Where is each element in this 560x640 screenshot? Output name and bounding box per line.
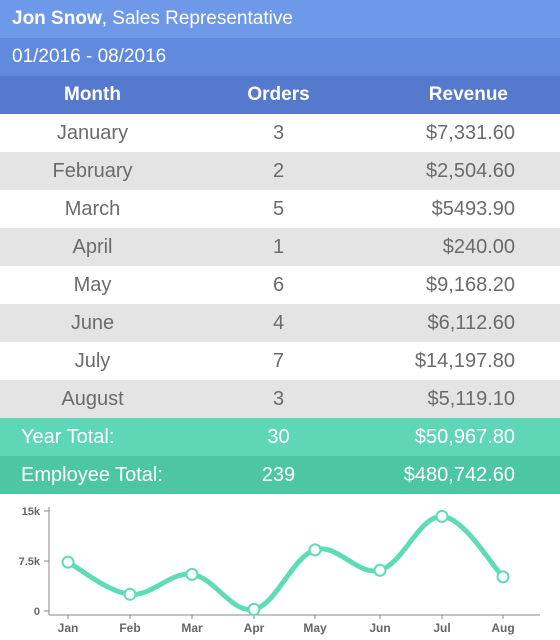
y-tick-label: 0: [34, 606, 40, 618]
table-body: January 3 $7,331.60 February 2 $2,504.60…: [0, 114, 560, 418]
data-point: [435, 509, 449, 523]
month-cell: February: [52, 159, 133, 182]
y-tick-label: 15k: [22, 506, 41, 518]
orders-cell: 2: [272, 159, 285, 182]
year-total-label: Year Total:: [21, 425, 115, 448]
year-total-revenue: $50,967.80: [414, 425, 515, 448]
y-tick-label: 7.5k: [19, 556, 41, 568]
year-total-orders: 30: [267, 425, 290, 448]
revenue-cell: $9,168.20: [426, 273, 515, 296]
table-header: Month Orders Revenue: [0, 76, 560, 114]
revenue-cell: $7,331.60: [426, 121, 515, 144]
orders-cell: 3: [272, 121, 285, 144]
column-header-orders: Orders: [247, 84, 310, 105]
employee-total-row: Employee Total: 239 $480,742.60: [0, 456, 560, 494]
data-point: [247, 602, 261, 616]
month-cell: August: [61, 387, 124, 410]
employee-total-orders: 239: [261, 463, 296, 486]
column-header-revenue: Revenue: [428, 84, 508, 105]
data-point: [496, 570, 510, 584]
revenue-cell: $2,504.60: [426, 159, 515, 182]
employee-total-label: Employee Total:: [21, 463, 163, 486]
data-point: [373, 563, 387, 577]
revenue-cell: $5,119.10: [427, 387, 516, 410]
table-row: January 3 $7,331.60: [0, 114, 560, 152]
column-header-month: Month: [64, 84, 121, 105]
table-row: April 1 $240.00: [0, 228, 560, 266]
x-tick-label: May: [303, 621, 327, 635]
orders-cell: 5: [272, 197, 285, 220]
table-row: July 7 $14,197.80: [0, 342, 560, 380]
month-cell: May: [73, 273, 112, 296]
orders-cell: 7: [272, 349, 285, 372]
x-tick-label: Aug: [491, 621, 514, 635]
table-row: February 2 $2,504.60: [0, 152, 560, 190]
employee-role: , Sales Representative: [101, 8, 293, 29]
table-row: June 4 $6,112.60: [0, 304, 560, 342]
date-range: 01/2016 - 08/2016: [12, 46, 167, 67]
table-row: March 5 $5493.90: [0, 190, 560, 228]
employee-total-revenue: $480,742.60: [403, 463, 515, 486]
data-point: [123, 587, 137, 601]
table-row: May 6 $9,168.20: [0, 266, 560, 304]
revenue-cell: $14,197.80: [414, 349, 515, 372]
x-tick-label: Mar: [181, 621, 203, 635]
employee-name: Jon Snow: [12, 8, 102, 29]
revenue-cell: $6,112.60: [427, 311, 516, 334]
revenue-cell: $240.00: [442, 235, 515, 258]
orders-cell: 3: [272, 387, 285, 410]
data-point: [61, 555, 75, 569]
x-tick-label: Apr: [244, 621, 265, 635]
x-tick-label: Jan: [58, 621, 79, 635]
month-cell: July: [74, 349, 111, 372]
x-tick-label: Feb: [119, 621, 140, 635]
month-cell: June: [70, 311, 115, 334]
orders-cell: 6: [272, 273, 285, 296]
month-cell: April: [72, 235, 113, 258]
data-point: [185, 567, 199, 581]
revenue-line-chart: 0 7.5k 15k Jan Feb Mar Apr May Jun Jul Aug: [19, 506, 540, 635]
year-total-row: Year Total: 30 $50,967.80: [0, 418, 560, 456]
revenue-cell: $5493.90: [431, 197, 515, 220]
orders-cell: 4: [272, 311, 285, 334]
period-bar: 01/2016 - 08/2016: [0, 38, 560, 76]
month-cell: January: [56, 121, 129, 144]
x-tick-label: Jun: [369, 621, 390, 635]
title-bar: Jon Snow, Sales Representative: [0, 0, 560, 38]
month-cell: March: [64, 197, 121, 220]
orders-cell: 1: [272, 235, 285, 258]
data-point: [308, 543, 322, 557]
table-row: August 3 $5,119.10: [0, 380, 560, 418]
x-tick-label: Jul: [433, 621, 450, 635]
